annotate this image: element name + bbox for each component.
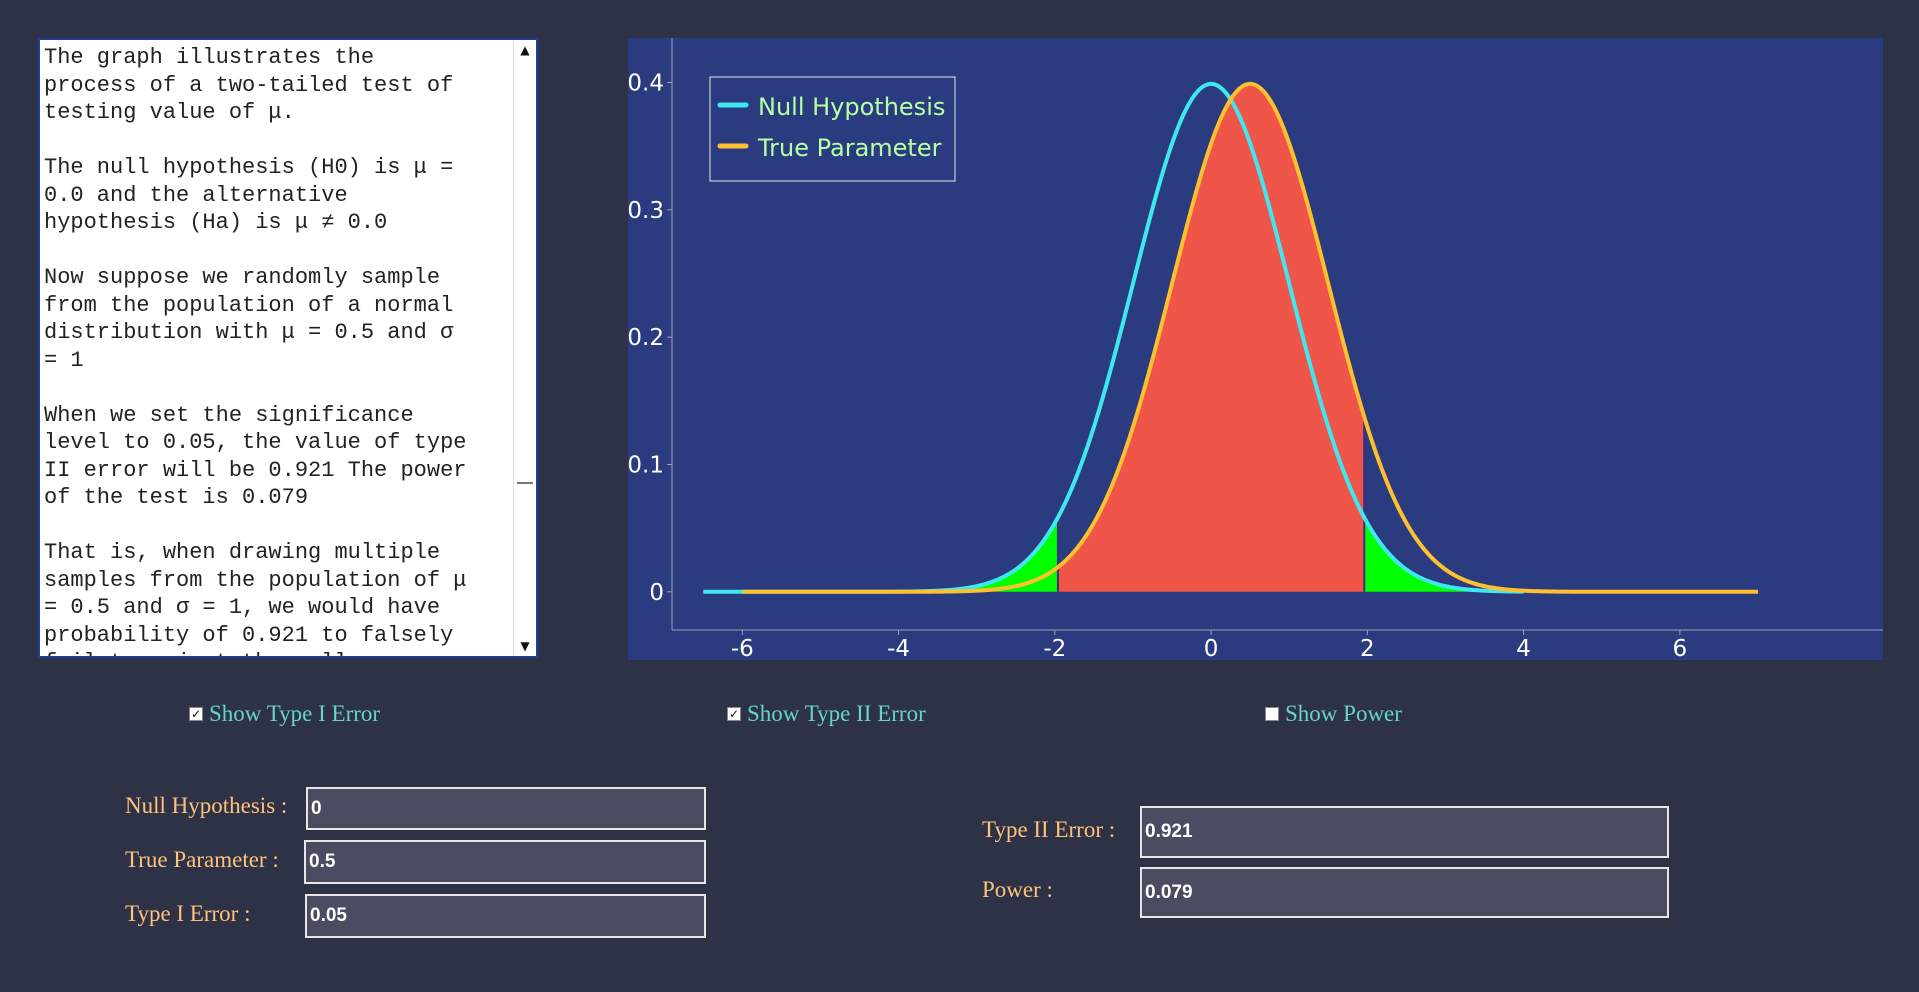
power-output[interactable]: 0.079: [1140, 867, 1669, 918]
type2-error-output[interactable]: 0.921: [1140, 806, 1669, 858]
x-tick-label: -4: [887, 636, 910, 660]
power-label: Power :: [982, 877, 1053, 902]
scroll-down-icon[interactable]: ▼: [520, 639, 530, 653]
power-checkbox-label[interactable]: Show Power: [1285, 701, 1402, 726]
x-tick-label: -6: [731, 636, 754, 660]
x-tick-label: 6: [1673, 636, 1688, 660]
x-tick-label: 0: [1204, 636, 1219, 660]
x-tick-label: -2: [1043, 636, 1066, 660]
legend-label: Null Hypothesis: [758, 93, 945, 121]
y-tick-label: 0: [649, 580, 664, 606]
type1-error-input[interactable]: 0.05: [305, 894, 706, 938]
shaded-region-type-i-error-1: [1364, 517, 1524, 592]
null-hypothesis-label: Null Hypothesis :: [125, 793, 288, 818]
true-parameter-label: True Parameter :: [125, 847, 279, 872]
scroll-up-icon[interactable]: ▲: [520, 43, 530, 57]
null-hypothesis-input[interactable]: 0: [306, 787, 706, 830]
x-tick-label: 4: [1516, 636, 1531, 660]
y-tick-label: 0.4: [628, 71, 664, 97]
legend-box: [709, 76, 956, 182]
x-tick-label: 2: [1360, 636, 1375, 660]
y-tick-label: 0.3: [628, 198, 664, 224]
description-textbox[interactable]: The graph illustrates the process of a t…: [38, 38, 538, 658]
type1-checkbox-label[interactable]: Show Type I Error: [209, 701, 381, 726]
type1-checkbox[interactable]: ✓: [189, 707, 203, 721]
hypothesis-test-plot: -6 -4 -2 0 2 4 6 0 0.1 0.2 0.3 0.4 Null Hypothesis Tr…: [628, 38, 1883, 660]
type2-checkbox-label[interactable]: Show Type II Error: [747, 701, 926, 726]
scrollbar-thumb[interactable]: [517, 62, 533, 484]
type2-error-label: Type II Error :: [982, 817, 1116, 842]
legend-label: True Parameter: [757, 134, 942, 162]
type1-error-label: Type I Error :: [125, 901, 251, 926]
power-checkbox[interactable]: [1265, 707, 1279, 721]
y-tick-label: 0.1: [628, 452, 664, 478]
show-type2-error-toggle[interactable]: ✓ Show Type II Error: [727, 700, 926, 728]
y-tick-label: 0.2: [628, 325, 664, 351]
true-parameter-input[interactable]: 0.5: [304, 840, 706, 884]
show-type1-error-toggle[interactable]: ✓ Show Type I Error: [189, 700, 380, 728]
description-text: The graph illustrates the process of a t…: [44, 45, 467, 656]
shaded-region-type-ii-error-2: [1057, 83, 1365, 592]
series-line-true-parameter: [742, 81, 1758, 594]
show-power-toggle[interactable]: Show Power: [1265, 700, 1402, 728]
plot-canvas: -6 -4 -2 0 2 4 6 0 0.1 0.2 0.3 0.4 Null Hypothesis Tr…: [628, 38, 1883, 660]
description-scrollbar[interactable]: ▲ ▼: [513, 40, 536, 656]
type2-checkbox[interactable]: ✓: [727, 707, 741, 721]
